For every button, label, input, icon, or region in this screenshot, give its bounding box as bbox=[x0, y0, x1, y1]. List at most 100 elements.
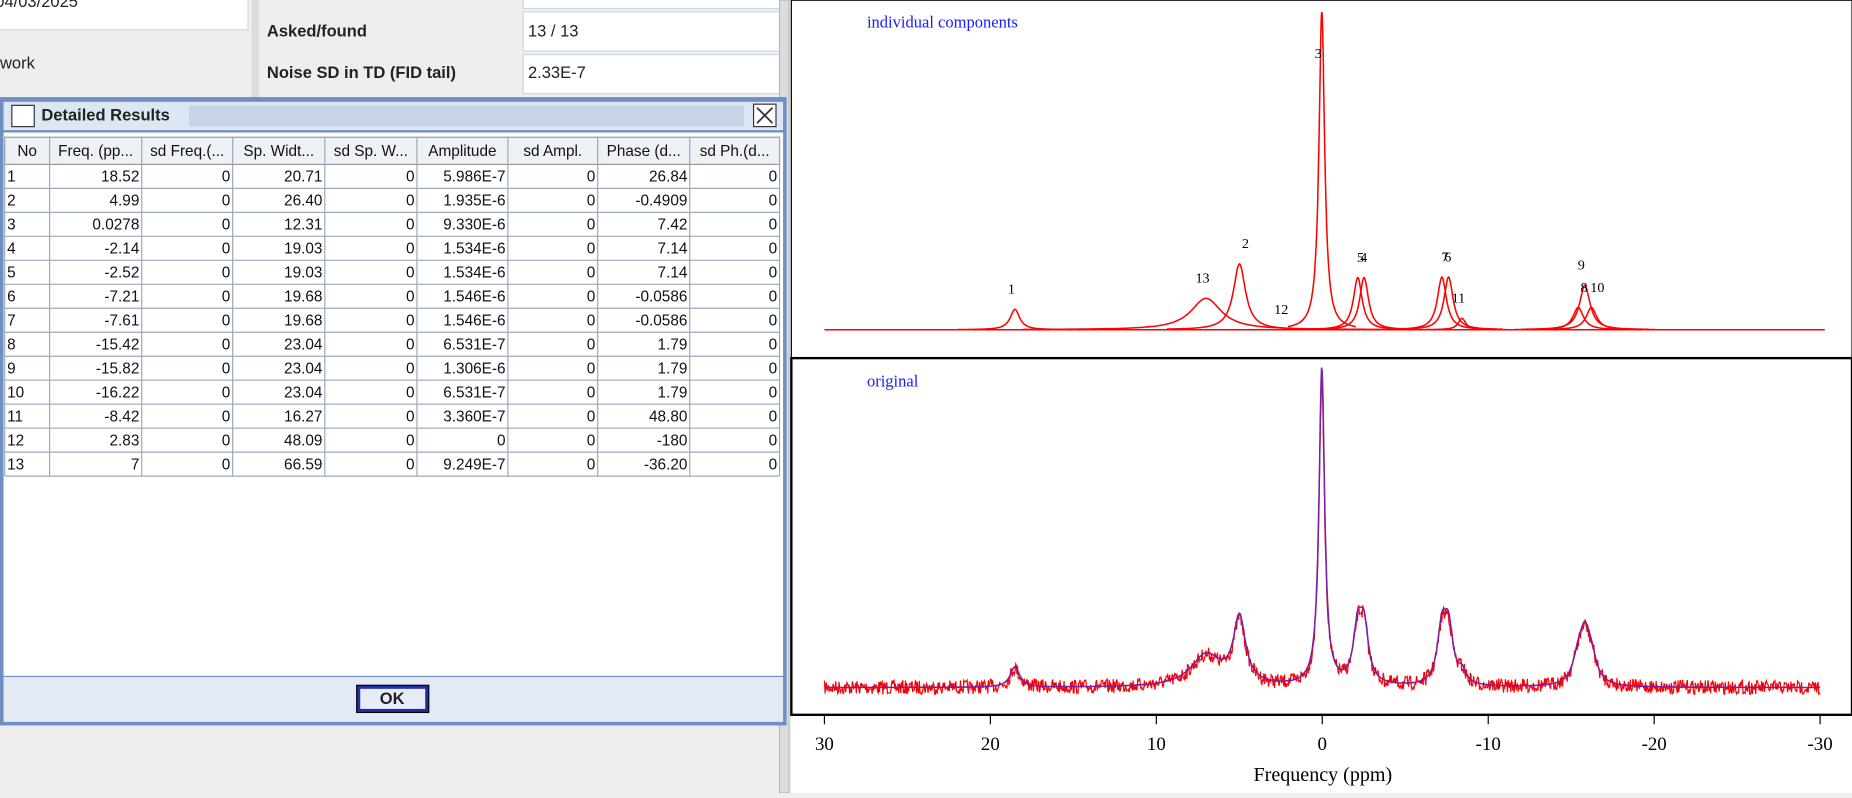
table-cell: 0 bbox=[406, 408, 415, 425]
date: 04/03/2025 bbox=[0, 0, 78, 11]
table-cell: 12 bbox=[7, 432, 24, 449]
dialog-title: Detailed Results bbox=[41, 105, 170, 124]
table-cell: 0 bbox=[222, 432, 231, 449]
plot-label: individual components bbox=[867, 13, 1018, 32]
table-cell: 0 bbox=[769, 384, 778, 401]
table-cell: 0 bbox=[222, 408, 231, 425]
splitter bbox=[251, 0, 259, 98]
ok-label: OK bbox=[380, 689, 405, 708]
table-cell: 0 bbox=[587, 432, 596, 449]
field-label: Noise SD in TD (FID tail) bbox=[267, 63, 456, 82]
table-cell: 23.04 bbox=[284, 336, 323, 353]
peak-label: 1 bbox=[1008, 282, 1015, 298]
table-cell: 11 bbox=[7, 408, 23, 425]
table-cell: 1.534E-6 bbox=[443, 241, 505, 258]
peak-label: 5 bbox=[1357, 250, 1364, 266]
table-cell: 0 bbox=[222, 336, 231, 353]
field-value: 13 / 13 bbox=[528, 21, 579, 40]
x-tick-label: 30 bbox=[815, 734, 834, 755]
x-tick-label: 20 bbox=[981, 734, 1000, 755]
x-tick-label: 0 bbox=[1318, 734, 1327, 755]
table-cell: 8 bbox=[7, 336, 16, 353]
value-field bbox=[522, 0, 781, 10]
table-cell: 0 bbox=[222, 360, 231, 377]
table-cell: 3 bbox=[7, 217, 16, 234]
table-cell: 0 bbox=[769, 408, 778, 425]
ok-face bbox=[360, 688, 426, 709]
table-cell: 13 bbox=[7, 456, 24, 473]
table-cell: 0 bbox=[406, 432, 415, 449]
peak-label: 3 bbox=[1315, 46, 1322, 62]
table-cell: 0 bbox=[406, 241, 415, 258]
column-header: sd Ampl. bbox=[523, 143, 582, 160]
table-cell: 0 bbox=[587, 360, 596, 377]
peak-label: 2 bbox=[1242, 236, 1249, 252]
column-header: No bbox=[17, 143, 37, 160]
x-tick-label: -30 bbox=[1808, 734, 1833, 755]
table-cell: 0 bbox=[222, 169, 231, 186]
peak-label: 11 bbox=[1452, 291, 1466, 307]
date-field bbox=[0, 0, 249, 31]
table-cell: -0.0586 bbox=[635, 289, 687, 306]
table-cell: 19.03 bbox=[284, 241, 322, 258]
x-tick-label: 10 bbox=[1147, 734, 1166, 755]
plot-label: original bbox=[867, 372, 919, 391]
table-cell: 5 bbox=[7, 265, 16, 282]
table-cell: 0 bbox=[587, 289, 596, 306]
table-cell: 7.42 bbox=[658, 217, 688, 234]
table-cell: 6 bbox=[7, 289, 16, 306]
table-cell: 16.27 bbox=[284, 408, 322, 425]
table-cell: 0 bbox=[769, 432, 778, 449]
table-cell: 1.546E-6 bbox=[443, 313, 505, 330]
table-cell: 66.59 bbox=[284, 456, 322, 473]
axis-area bbox=[791, 715, 1852, 793]
note: work bbox=[0, 53, 36, 72]
table-cell: 20.71 bbox=[284, 169, 322, 186]
title-grip bbox=[188, 105, 745, 127]
table-cell: 10 bbox=[7, 384, 24, 401]
table-cell: 26.84 bbox=[649, 169, 688, 186]
table-cell: 0 bbox=[587, 193, 596, 210]
peak-label: 4 bbox=[1360, 250, 1367, 266]
table-cell: 0 bbox=[587, 265, 596, 282]
value-field bbox=[522, 53, 781, 95]
table-cell: 0 bbox=[406, 169, 415, 186]
table-cell: 0 bbox=[406, 265, 415, 282]
table-cell: 4 bbox=[7, 241, 16, 258]
table-cell: 48.09 bbox=[284, 432, 322, 449]
plot-top bbox=[790, 0, 1852, 359]
table-cell: 7 bbox=[131, 456, 140, 473]
label-cell bbox=[262, 0, 520, 54]
x-tick-label: -10 bbox=[1476, 734, 1501, 755]
table-cell: 0 bbox=[587, 313, 596, 330]
table-cell: 0 bbox=[406, 289, 415, 306]
window-icon bbox=[11, 104, 35, 128]
close-icon bbox=[756, 107, 774, 124]
table-cell: 26.40 bbox=[284, 193, 322, 210]
table-cell: 5.986E-7 bbox=[443, 169, 505, 186]
table-cell: 0 bbox=[222, 456, 231, 473]
table-cell: 0 bbox=[587, 408, 596, 425]
table-cell: 0 bbox=[587, 384, 596, 401]
peak-label: 6 bbox=[1444, 249, 1451, 265]
table-cell: -0.0586 bbox=[635, 313, 687, 330]
table-cell: 1.534E-6 bbox=[443, 265, 505, 282]
table-cell: 0 bbox=[406, 384, 415, 401]
column-header: Phase (d... bbox=[607, 143, 681, 160]
table-cell: 0 bbox=[769, 217, 778, 234]
table-cell: 0 bbox=[587, 217, 596, 234]
table-cell: 9.249E-7 bbox=[443, 456, 505, 473]
table-cell: 6.531E-7 bbox=[443, 336, 505, 353]
field-label: Asked/found bbox=[267, 21, 367, 40]
table-cell: 0 bbox=[222, 241, 231, 258]
table-cell: 0 bbox=[769, 336, 778, 353]
table-cell: 0 bbox=[497, 432, 506, 449]
column-header: Freq. (pp... bbox=[58, 143, 133, 160]
peak-label: 8 bbox=[1581, 280, 1588, 296]
table-cell: -2.52 bbox=[104, 265, 139, 282]
table-cell: 1.306E-6 bbox=[443, 360, 505, 377]
table-cell: 0 bbox=[587, 456, 596, 473]
table-cell: -2.14 bbox=[104, 241, 139, 258]
table-cell: 1.935E-6 bbox=[443, 193, 505, 210]
table-cell: 0 bbox=[406, 313, 415, 330]
